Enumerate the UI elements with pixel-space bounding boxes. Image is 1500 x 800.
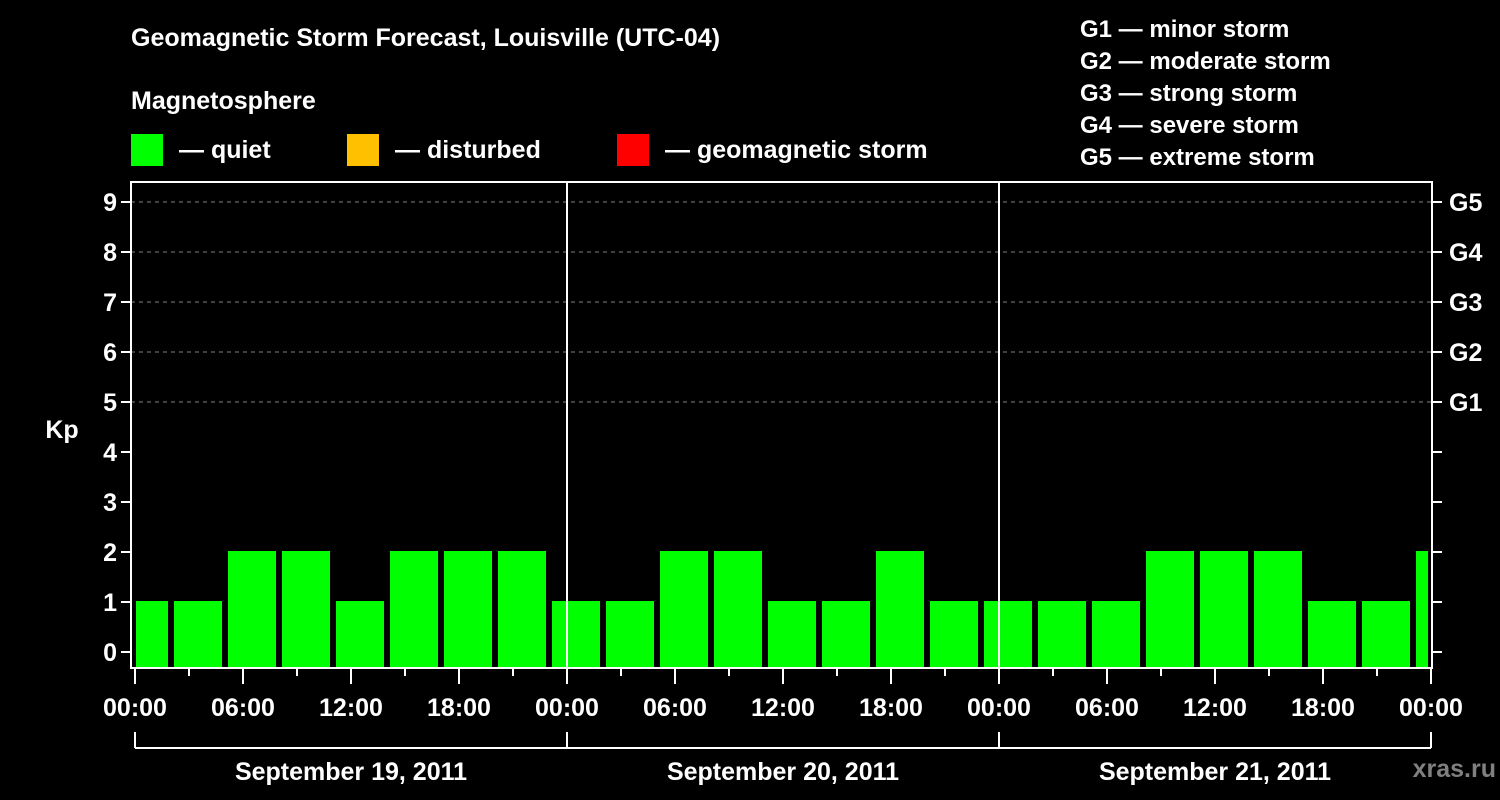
y-tick-label: 7: [103, 289, 117, 317]
legend-swatch-quiet: [131, 134, 163, 166]
x-tick-label: 00:00: [535, 694, 599, 722]
legend-disturbed: — disturbed: [347, 133, 541, 167]
kp-bar: [1254, 551, 1302, 668]
g-scale-label: G4: [1449, 239, 1482, 267]
day-label: September 19, 2011: [235, 758, 467, 786]
kp-bar: [552, 601, 600, 668]
kp-bars: [136, 551, 1428, 668]
storm-scale-g4: G4 — severe storm: [1080, 112, 1299, 139]
kp-bar: [336, 601, 384, 668]
storm-scale-legend: G1 — minor storm G2 — moderate storm G3 …: [1080, 14, 1331, 174]
x-tick-label: 06:00: [643, 694, 707, 722]
legend-label: — geomagnetic storm: [665, 135, 928, 164]
kp-bar: [876, 551, 924, 668]
kp-bar: [606, 601, 654, 668]
kp-bar: [282, 551, 330, 668]
x-axis: 00:00 06:00 12:00 18:00 00:00 06:00 12:00 18:00…: [103, 668, 1463, 786]
x-tick-label: 00:00: [1399, 694, 1463, 722]
legend-storm: — geomagnetic storm: [617, 133, 928, 167]
day-label: September 21, 2011: [1099, 758, 1331, 786]
storm-scale-g2: G2 — moderate storm: [1080, 48, 1331, 75]
y-tick-label: 5: [103, 389, 117, 417]
y-tick-label: 9: [103, 189, 117, 217]
legend-swatch-storm: [617, 134, 649, 166]
kp-bar: [660, 551, 708, 668]
x-tick-label: 12:00: [751, 694, 815, 722]
g-scale-axis: G1 G2 G3 G4 G5: [1432, 189, 1482, 653]
y-tick-label: 6: [103, 339, 117, 367]
y-tick-label: 1: [103, 589, 117, 617]
y-tick-label: 2: [103, 539, 117, 567]
x-tick-label: 12:00: [1183, 694, 1247, 722]
plot-frame: [130, 181, 1433, 669]
kp-bar: [1092, 601, 1140, 668]
kp-bar: [498, 551, 546, 668]
kp-bar: [136, 601, 168, 668]
kp-bar: [930, 601, 978, 668]
y-tick-label: 3: [103, 489, 117, 517]
x-tick-label: 06:00: [211, 694, 275, 722]
g-scale-label: G2: [1449, 339, 1482, 367]
x-tick-label: 18:00: [1291, 694, 1355, 722]
x-tick-label: 18:00: [859, 694, 923, 722]
y-tick-label: 0: [103, 639, 117, 667]
y-axis: 0 1 2 3 4 5 6 7 8 9: [103, 189, 131, 667]
storm-scale-g1: G1 — minor storm: [1080, 16, 1290, 43]
kp-bar: [1308, 601, 1356, 668]
g-scale-label: G5: [1449, 189, 1482, 217]
x-tick-label: 18:00: [427, 694, 491, 722]
storm-scale-g5: G5 — extreme storm: [1080, 144, 1315, 171]
y-tick-label: 8: [103, 239, 117, 267]
kp-bar: [174, 601, 222, 668]
kp-bar: [1038, 601, 1086, 668]
watermark: xras.ru: [1412, 755, 1496, 783]
plot-border: [130, 181, 1433, 669]
g-scale-label: G1: [1449, 389, 1482, 417]
day-label: September 20, 2011: [667, 758, 899, 786]
legend-label: — quiet: [179, 135, 271, 164]
x-tick-label: 00:00: [967, 694, 1031, 722]
legend-label: — disturbed: [395, 135, 541, 164]
y-axis-label: Kp: [45, 416, 78, 444]
chart-title: Geomagnetic Storm Forecast, Louisville (…: [131, 24, 721, 52]
y-tick-label: 4: [103, 439, 117, 467]
legend-swatch-disturbed: [347, 134, 379, 166]
chart-subtitle: Magnetosphere: [131, 87, 316, 115]
kp-bar: [1146, 551, 1194, 668]
kp-bar: [1416, 551, 1428, 668]
kp-bar: [984, 601, 1032, 668]
storm-scale-g3: G3 — strong storm: [1080, 80, 1298, 107]
kp-bar: [1200, 551, 1248, 668]
kp-bar: [1362, 601, 1410, 668]
kp-bar: [768, 601, 816, 668]
kp-bar: [390, 551, 438, 668]
kp-bar: [228, 551, 276, 668]
x-tick-label: 06:00: [1075, 694, 1139, 722]
g-scale-label: G3: [1449, 289, 1482, 317]
kp-bar: [822, 601, 870, 668]
kp-bar: [444, 551, 492, 668]
grid-lines: [131, 201, 1432, 403]
x-tick-label: 12:00: [319, 694, 383, 722]
kp-bar: [714, 551, 762, 668]
x-tick-label: 00:00: [103, 694, 167, 722]
legend-quiet: — quiet: [131, 133, 271, 167]
